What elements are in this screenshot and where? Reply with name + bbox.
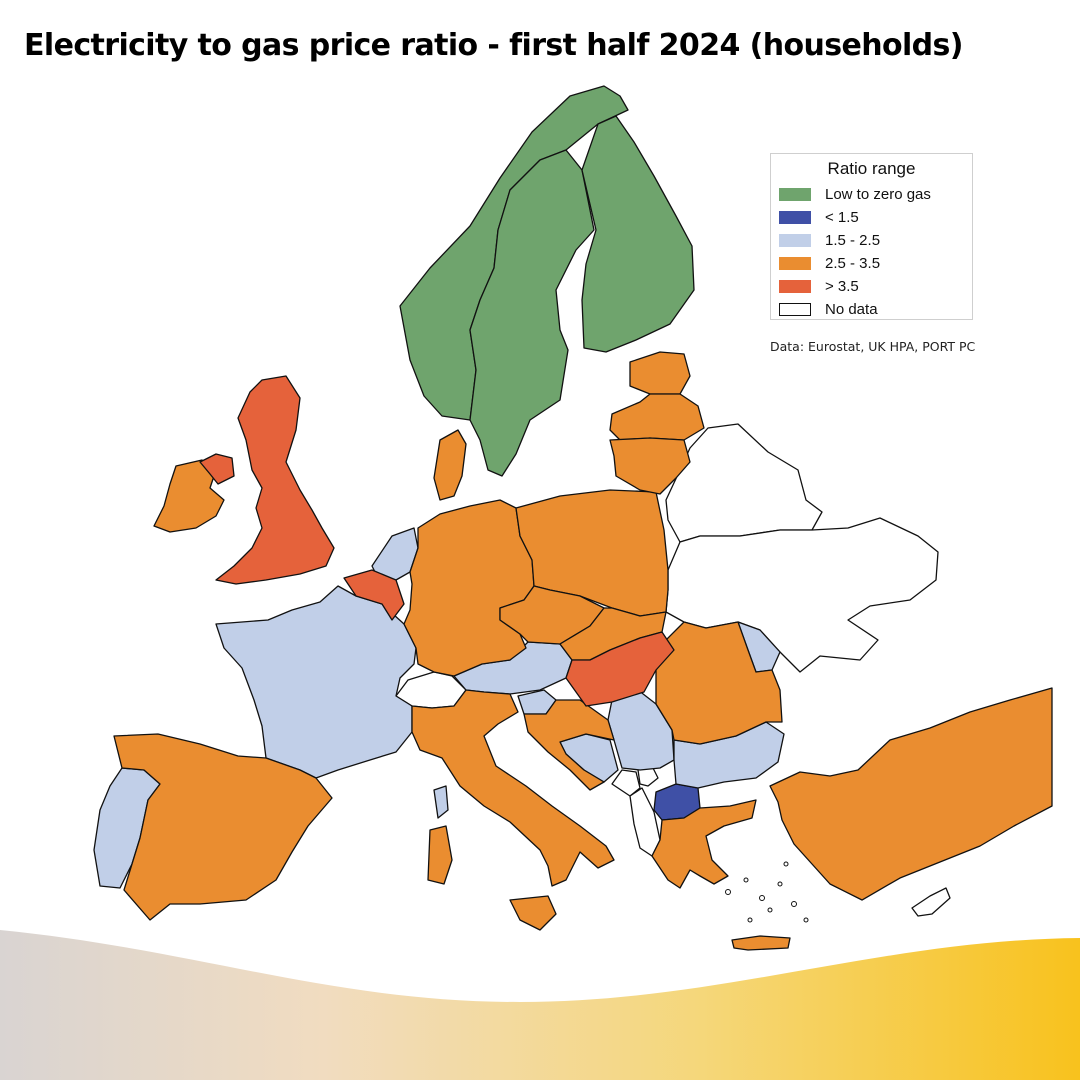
aegean-islands bbox=[725, 861, 809, 923]
island-corsica[interactable] bbox=[433, 785, 449, 819]
legend-swatch bbox=[779, 303, 811, 316]
country-croatia[interactable] bbox=[523, 699, 615, 791]
legend-label: 1.5 - 2.5 bbox=[825, 232, 881, 249]
legend-swatch bbox=[779, 234, 811, 247]
country-latvia[interactable] bbox=[609, 393, 705, 441]
legend-swatch bbox=[779, 280, 811, 293]
legend-label: > 3.5 bbox=[825, 278, 859, 295]
legend-item: No data bbox=[779, 298, 964, 321]
country-italy[interactable] bbox=[411, 689, 615, 887]
legend-label: 2.5 - 3.5 bbox=[825, 255, 881, 272]
country-cyprus[interactable] bbox=[911, 887, 951, 917]
legend-swatch bbox=[779, 211, 811, 224]
country-sweden[interactable] bbox=[469, 149, 595, 477]
country-hungary[interactable] bbox=[565, 631, 675, 707]
legend-label: < 1.5 bbox=[825, 209, 859, 226]
legend-swatch bbox=[779, 257, 811, 270]
country-belgium[interactable] bbox=[343, 569, 405, 621]
legend-item: 2.5 - 3.5 bbox=[779, 252, 964, 275]
legend: Ratio range Low to zero gas < 1.5 1.5 - … bbox=[770, 153, 973, 320]
country-finland[interactable] bbox=[581, 115, 695, 353]
country-lithuania[interactable] bbox=[609, 437, 691, 495]
country-estonia[interactable] bbox=[629, 351, 691, 395]
country-turkiye[interactable] bbox=[769, 687, 1053, 901]
legend-label: Low to zero gas bbox=[825, 186, 931, 203]
country-romania[interactable] bbox=[655, 621, 783, 745]
country-denmark[interactable] bbox=[433, 429, 467, 501]
country-northern-ireland[interactable] bbox=[199, 453, 235, 485]
island-sicily[interactable] bbox=[509, 895, 557, 931]
country-greece[interactable] bbox=[651, 799, 757, 889]
legend-item: 1.5 - 2.5 bbox=[779, 229, 964, 252]
legend-item: < 1.5 bbox=[779, 206, 964, 229]
island-sardinia[interactable] bbox=[427, 825, 453, 885]
legend-swatch bbox=[779, 188, 811, 201]
data-source-note: Data: Eurostat, UK HPA, PORT PC bbox=[770, 339, 976, 354]
country-spain[interactable] bbox=[113, 733, 333, 921]
page-title: Electricity to gas price ratio - first h… bbox=[24, 28, 964, 63]
country-montenegro[interactable] bbox=[611, 769, 641, 797]
legend-item: Low to zero gas bbox=[779, 183, 964, 206]
island-crete[interactable] bbox=[731, 935, 791, 951]
legend-item: > 3.5 bbox=[779, 275, 964, 298]
legend-title: Ratio range bbox=[827, 159, 916, 178]
legend-label: No data bbox=[825, 301, 878, 318]
country-united-kingdom[interactable] bbox=[215, 375, 335, 585]
